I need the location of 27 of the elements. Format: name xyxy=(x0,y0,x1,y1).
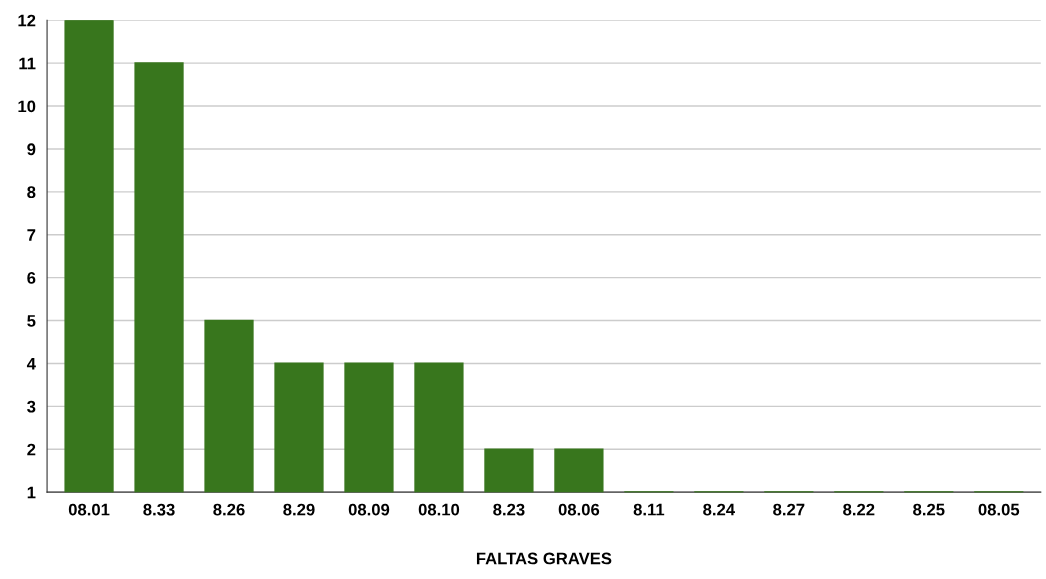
x-tick-label: 08.01 xyxy=(68,503,110,516)
x-tick-label: 8.11 xyxy=(633,503,665,516)
x-tick-label: 8.24 xyxy=(703,503,735,516)
y-tick-label: 3 xyxy=(27,400,36,413)
x-tick-label: 8.22 xyxy=(843,503,875,516)
x-tick-label: 08.09 xyxy=(348,503,390,516)
x-tick-label: 08.10 xyxy=(418,503,460,516)
y-tick-label: 8 xyxy=(27,186,36,199)
y-tick-label: 9 xyxy=(27,143,36,156)
y-tick-label: 10 xyxy=(18,100,36,113)
y-tick-label: 6 xyxy=(27,272,36,284)
y-tick-label: 7 xyxy=(27,229,36,241)
y-tick-label: 12 xyxy=(18,14,36,27)
y-tick-label: 2 xyxy=(27,443,36,456)
x-tick-label: 08.05 xyxy=(978,503,1020,516)
x-tick-label: 8.23 xyxy=(493,503,525,516)
x-tick-label: 8.26 xyxy=(213,503,245,516)
y-tick-label: 4 xyxy=(26,358,36,370)
y-tick-label: 5 xyxy=(27,315,36,327)
x-tick-label: 8.27 xyxy=(773,503,805,516)
x-tick-label: 8.29 xyxy=(283,503,315,516)
x-tick-label: 08.06 xyxy=(558,503,600,516)
y-tick-label: 1 xyxy=(27,486,36,499)
y-tick-label: 11 xyxy=(19,57,36,70)
x-tick-label: 8.33 xyxy=(143,503,175,516)
x-axis-title: FALTAS GRAVES xyxy=(476,552,612,565)
x-tick-label: 8.25 xyxy=(913,503,945,516)
